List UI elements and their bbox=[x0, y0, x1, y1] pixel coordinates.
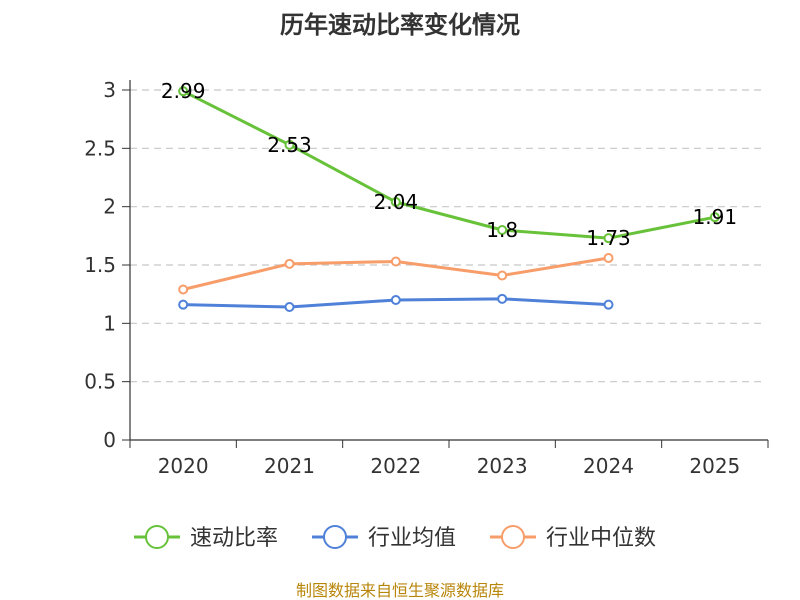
legend[interactable]: 速动比率 行业均值 行业中位数 bbox=[134, 525, 656, 551]
data-point bbox=[603, 299, 614, 310]
x-tick-label: 2025 bbox=[689, 454, 740, 478]
y-tick-label: 0.5 bbox=[84, 370, 116, 394]
data-label: 1.91 bbox=[693, 205, 738, 229]
data-point bbox=[178, 284, 189, 295]
data-point bbox=[497, 225, 508, 235]
grid-lines bbox=[130, 89, 763, 383]
data-point bbox=[284, 139, 295, 150]
data-point bbox=[497, 293, 508, 304]
data-point bbox=[603, 233, 614, 244]
legend-marker-icon bbox=[145, 525, 169, 549]
x-tick-label: 2021 bbox=[264, 454, 315, 478]
y-tick-label: 3 bbox=[103, 78, 116, 102]
data-point bbox=[390, 197, 401, 207]
data-label: 2.04 bbox=[374, 190, 419, 214]
data-point bbox=[284, 258, 295, 269]
x-axis-ticks: 2020 2021 2022 2023 2024 2025 bbox=[129, 440, 769, 478]
x-tick-label: 2024 bbox=[583, 454, 634, 478]
data-label: 2.99 bbox=[161, 79, 206, 103]
y-tick-label: 1.5 bbox=[84, 253, 116, 277]
legend-marker-icon bbox=[501, 525, 525, 549]
data-point bbox=[603, 253, 614, 263]
data-label: 2.53 bbox=[267, 133, 312, 157]
series-group bbox=[178, 86, 720, 312]
y-axis-ticks: 0 0.5 1 1.5 2 2.5 3 bbox=[84, 78, 130, 452]
x-tick-label: 2020 bbox=[158, 454, 209, 478]
y-tick-label: 2 bbox=[103, 195, 116, 219]
y-tick-label: 1 bbox=[103, 311, 116, 335]
chart-title: 历年速动比率变化情况 bbox=[280, 11, 520, 39]
x-tick-label: 2022 bbox=[370, 454, 421, 478]
x-tick-label: 2023 bbox=[477, 454, 528, 478]
data-point bbox=[390, 295, 401, 305]
data-labels: 2.99 2.53 2.04 1.8 1.73 1.91 bbox=[161, 79, 737, 250]
data-point bbox=[709, 212, 720, 223]
legend-label: 行业均值 bbox=[368, 526, 456, 551]
data-point bbox=[284, 302, 295, 312]
source-note: 制图数据来自恒生聚源数据库 bbox=[296, 581, 504, 600]
data-label: 1.8 bbox=[486, 218, 518, 242]
legend-item[interactable]: 速动比率 bbox=[134, 525, 278, 551]
axes bbox=[129, 80, 768, 441]
data-point bbox=[178, 86, 189, 97]
y-tick-label: 0 bbox=[103, 428, 116, 452]
data-point bbox=[390, 256, 401, 267]
legend-item[interactable]: 行业中位数 bbox=[490, 525, 656, 551]
y-tick-label: 2.5 bbox=[84, 136, 116, 160]
data-label: 1.73 bbox=[586, 226, 631, 250]
legend-label: 速动比率 bbox=[190, 526, 278, 551]
data-point bbox=[178, 299, 189, 310]
legend-item[interactable]: 行业均值 bbox=[312, 525, 456, 551]
legend-marker-icon bbox=[323, 525, 347, 549]
data-point bbox=[497, 270, 508, 281]
legend-label: 行业中位数 bbox=[546, 526, 656, 551]
series-line bbox=[182, 89, 716, 240]
